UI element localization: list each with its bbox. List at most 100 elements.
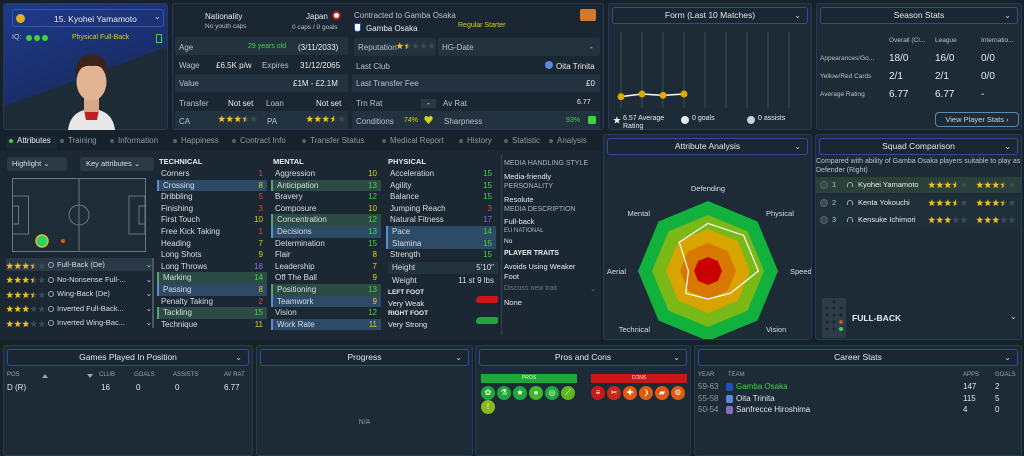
role-row[interactable]: Inverted Wing-Bac... ⌄ [6, 316, 154, 329]
career-col-header[interactable]: YEAR [698, 372, 715, 378]
player-selector[interactable] [12, 9, 164, 27]
form-point[interactable] [659, 91, 667, 99]
analysis-header[interactable]: Attribute Analysis ⌄ [607, 138, 808, 155]
tab-dot [60, 138, 64, 143]
role-row[interactable]: No-Nonsense Full-... ⌄ [6, 273, 154, 286]
games-header[interactable]: Games Played In Position ⌄ [7, 349, 249, 366]
chevron-down-icon[interactable]: ⌄ [673, 353, 680, 362]
tab-happiness[interactable]: Happiness [173, 136, 219, 145]
pros-cons-header[interactable]: Pros and Cons ⌄ [479, 349, 687, 366]
last-club-value[interactable]: Oita Trinita [556, 62, 595, 71]
star-icon [30, 291, 38, 298]
tab-information[interactable]: Information [110, 136, 158, 145]
sharpness-value: 93% [566, 117, 581, 124]
games-cell: 16 [101, 383, 110, 392]
attribute-value: 13 [368, 180, 377, 190]
star-icon [412, 42, 420, 50]
chevron-down-icon[interactable]: ⌄ [145, 274, 152, 284]
con-icon[interactable]: ⚙ [671, 386, 685, 400]
squad-row[interactable]: 1 Kyohei Yamamoto [816, 177, 1021, 193]
sort-icon[interactable] [42, 374, 48, 378]
career-team[interactable]: Oita Trinita [736, 393, 775, 403]
games-col-header[interactable]: CLUB [99, 372, 116, 378]
chevron-down-icon[interactable]: ⌄ [145, 289, 152, 298]
chevron-down-icon[interactable]: ⌄ [455, 353, 462, 362]
chevron-down-icon[interactable]: ⌄ [794, 11, 801, 20]
chevron-down-icon[interactable]: ⌄ [1010, 312, 1017, 321]
discuss-trait-dropdown[interactable]: Discuss new trait ⌄ [504, 285, 596, 293]
games-col-header[interactable]: ASSISTS [173, 372, 199, 378]
pro-icon[interactable]: ⟋ [561, 386, 575, 400]
form-point[interactable] [680, 90, 688, 98]
con-icon[interactable]: ▰ [655, 386, 669, 400]
tab-statistic[interactable]: Statistic [504, 136, 540, 145]
form-point[interactable] [617, 93, 625, 101]
career-col-header[interactable]: APPS [963, 372, 980, 378]
form-point[interactable] [638, 90, 646, 98]
pro-icon[interactable]: ● [529, 386, 543, 400]
tab-medical-report[interactable]: Medical Report [382, 136, 444, 145]
roles-scrollbar[interactable] [152, 258, 154, 328]
squad-row[interactable]: 3 Kensuke Ichimori [816, 212, 1021, 228]
career-col-header[interactable]: GOALS [995, 372, 1016, 378]
pro-icon[interactable]: ◎ [545, 386, 559, 400]
games-col-header[interactable]: AV RAT [224, 372, 245, 378]
attribute-row: Concentration 12 [271, 214, 381, 226]
sort-icon[interactable] [87, 374, 93, 378]
radio-icon[interactable] [820, 181, 828, 189]
radio-icon[interactable] [820, 198, 828, 207]
chevron-down-icon[interactable]: ⌄ [1004, 11, 1011, 20]
career-header[interactable]: Career Stats ⌄ [698, 349, 1018, 366]
key-attributes-dropdown[interactable]: Key attributes ⌄ [80, 157, 154, 171]
pro-icon[interactable]: ⚗ [497, 386, 511, 400]
con-icon[interactable]: ❩ [639, 386, 653, 400]
attribute-value: 2 [258, 296, 263, 306]
chevron-down-icon[interactable]: ⌄ [145, 303, 152, 313]
role-row[interactable]: Inverted Full-Back... ⌄ [6, 302, 154, 315]
club-name[interactable]: Gamba Osaka [366, 24, 418, 33]
chevron-down-icon[interactable]: ⌄ [145, 260, 152, 269]
tab-training[interactable]: Training [60, 136, 97, 145]
tab-label: Medical Report [390, 136, 444, 145]
chevron-down-icon[interactable]: ⌄ [794, 142, 801, 151]
career-col-header[interactable]: TEAM [728, 372, 745, 378]
attribute-value: 8 [258, 285, 263, 294]
progress-header[interactable]: Progress ⌄ [260, 349, 469, 366]
highlight-dropdown[interactable]: Highlight ⌄ [7, 157, 67, 171]
radio-icon[interactable] [820, 216, 828, 224]
form-header[interactable]: Form (Last 10 Matches) ⌄ [612, 7, 808, 24]
tab-transfer-status[interactable]: Transfer Status [302, 136, 364, 145]
chevron-down-icon[interactable]: ⌄ [590, 286, 596, 293]
pro-icon[interactable]: ✿ [481, 386, 495, 400]
career-team[interactable]: Sanfrecce Hiroshima [736, 405, 811, 414]
chevron-down-icon[interactable]: ⌄ [235, 353, 242, 362]
career-stats-panel: Career Stats ⌄ YEAR TEAM APPS GOALS 59-63 Gamb… [694, 345, 1022, 456]
role-row[interactable]: Wing-Back (De) ⌄ [6, 287, 154, 300]
star-icon [960, 216, 968, 224]
tab-contract-info[interactable]: Contract Info [232, 136, 286, 145]
pro-icon[interactable]: ! [481, 400, 495, 414]
contract-button[interactable] [580, 9, 596, 21]
con-icon[interactable]: ≡ [591, 386, 605, 400]
tab-analysis[interactable]: Analysis [549, 136, 587, 145]
radar-axis-label: Aerial [607, 267, 627, 276]
chevron-down-icon[interactable]: ⌄ [1004, 142, 1011, 151]
weight-label: Weight [392, 276, 417, 285]
con-icon[interactable]: ✂ [607, 386, 621, 400]
season-header[interactable]: Season Stats ⌄ [820, 7, 1018, 24]
pitch-diagram [12, 178, 146, 252]
chevron-down-icon[interactable]: ⌄ [145, 318, 152, 327]
role-row[interactable]: Full-Back (De) ⌄ [6, 258, 154, 271]
tab-attributes[interactable]: Attributes [6, 136, 57, 149]
games-col-header[interactable]: GOALS [134, 372, 155, 378]
pro-icon[interactable]: ★ [513, 386, 527, 400]
squad-header[interactable]: Squad Comparison ⌄ [819, 138, 1018, 155]
view-player-stats-button[interactable]: View Player Stats › [935, 112, 1019, 127]
con-icon[interactable]: ✚ [623, 386, 637, 400]
chevron-down-icon[interactable]: ⌄ [154, 12, 161, 21]
squad-row[interactable]: 2 Kenta Yokouchi [816, 194, 1021, 211]
tab-history[interactable]: History [459, 136, 492, 145]
career-team[interactable]: Gamba Osaka [736, 382, 788, 391]
chevron-down-icon[interactable]: ⌄ [1004, 353, 1011, 362]
season-title: Season Stats [893, 10, 945, 20]
